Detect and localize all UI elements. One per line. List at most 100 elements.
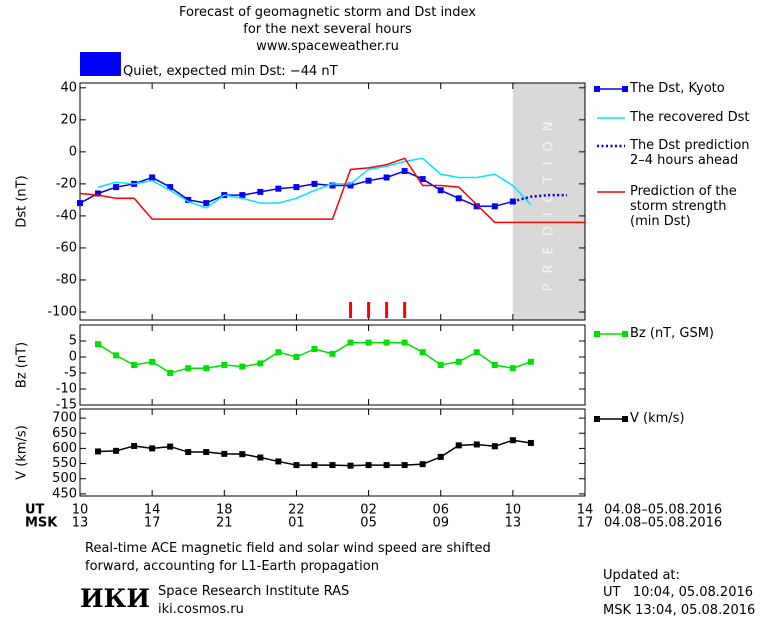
data-point (491, 203, 498, 210)
legend-entry: The Dst prediction 2–4 hours ahead (630, 138, 750, 168)
y-tick-label: 600 (52, 441, 77, 456)
data-point (275, 458, 282, 465)
data-point (311, 462, 318, 469)
legend-marker (594, 86, 600, 92)
data-point (329, 462, 336, 469)
legend-marker (622, 416, 628, 422)
data-point (329, 350, 336, 357)
series-line (79, 157, 585, 224)
data-point (383, 462, 390, 469)
data-point (365, 462, 372, 469)
data-point (491, 362, 498, 368)
data-point (347, 462, 354, 469)
data-point (293, 462, 300, 469)
data-point (437, 187, 444, 194)
data-point (257, 454, 264, 461)
prediction-region (512, 83, 585, 320)
legend-marker (594, 331, 600, 337)
data-point (167, 370, 174, 376)
y-tick-label: -20 (56, 176, 77, 191)
x-tick-label-ut: 18 (216, 503, 233, 518)
data-point (185, 365, 192, 372)
data-point (329, 182, 336, 189)
y-tick-label: 700 (52, 411, 77, 426)
footnote: Real-time ACE magnetic field and solar w… (85, 541, 491, 574)
data-point (149, 358, 156, 365)
x-tick-label-msk: 13 (505, 516, 522, 531)
status-text: Quiet, expected min Dst: −44 nT (123, 64, 338, 79)
x-tick-label-ut: 14 (144, 503, 161, 518)
data-point (257, 188, 264, 195)
x-tick-label-ut: 14 (577, 503, 594, 518)
updated-msk: MSK 13:04, 05.08.2016 (603, 603, 756, 618)
data-point (185, 196, 192, 203)
data-point (509, 437, 516, 444)
data-point (203, 200, 210, 207)
data-point (275, 349, 282, 356)
x-tick-label-ut: 06 (432, 503, 449, 518)
data-point (221, 362, 228, 368)
data-point (401, 168, 408, 175)
x-tick-label-msk: 01 (288, 516, 305, 531)
y-tick-label: 40 (60, 80, 77, 95)
data-point (473, 203, 480, 210)
data-point (347, 339, 354, 346)
data-point (419, 176, 426, 183)
data-point (527, 358, 534, 365)
data-point (167, 184, 174, 191)
updated-ut: UT 10:04, 05.08.2016 (603, 585, 754, 600)
x-tick-label-msk: 17 (577, 516, 594, 531)
y-tick-label: -10 (56, 382, 77, 397)
data-point (293, 354, 300, 360)
x-row-label: UT (25, 503, 45, 518)
x-dates: 04.08–05.08.2016 (604, 503, 722, 518)
data-point (383, 339, 390, 346)
x-tick-label-ut: 10 (505, 503, 522, 518)
y-tick-label: -80 (56, 272, 77, 287)
y-tick-label: 650 (52, 426, 77, 441)
legend-entry: Bz (nT, GSM) (630, 326, 715, 341)
data-point (95, 190, 102, 197)
data-point (455, 195, 462, 202)
plot-frame (79, 408, 586, 497)
data-point (257, 360, 264, 367)
data-point (527, 439, 534, 446)
plot-frame (79, 324, 586, 406)
y-tick-label: 0 (69, 350, 77, 365)
institute: Space Research Institute RAS (158, 584, 350, 599)
legend-marker (622, 86, 628, 92)
legend-entry: Prediction of the storm strength (min Ds… (630, 184, 737, 229)
data-point (419, 349, 426, 356)
series-line (98, 439, 532, 467)
data-point (311, 180, 318, 187)
y-tick-label: 500 (52, 471, 77, 486)
data-point (365, 177, 372, 184)
x-tick-label-msk: 21 (216, 516, 233, 531)
data-point (239, 451, 246, 458)
logo: ИКИ (80, 584, 150, 613)
website: iki.cosmos.ru (158, 602, 244, 617)
x-tick-label-msk: 05 (360, 516, 377, 531)
data-point (167, 443, 174, 450)
data-point (113, 352, 120, 359)
data-point (113, 447, 120, 454)
y-tick-label: 20 (60, 112, 77, 127)
data-point (383, 174, 390, 181)
x-tick-label-ut: 10 (72, 503, 89, 518)
data-point (239, 363, 246, 370)
series-line (97, 157, 532, 209)
y-axis-label: Dst (nT) (15, 175, 30, 227)
legend-entry: The recovered Dst (630, 110, 750, 125)
x-dates: 04.08–05.08.2016 (604, 516, 722, 531)
data-point (95, 341, 102, 348)
data-point (437, 362, 444, 368)
data-point (239, 192, 246, 199)
plot-frame (79, 82, 586, 321)
data-point (509, 365, 516, 372)
y-tick-label: 550 (52, 456, 77, 471)
data-point (203, 365, 210, 372)
y-tick-label: -40 (56, 208, 77, 223)
x-tick-label-ut: 02 (360, 503, 377, 518)
